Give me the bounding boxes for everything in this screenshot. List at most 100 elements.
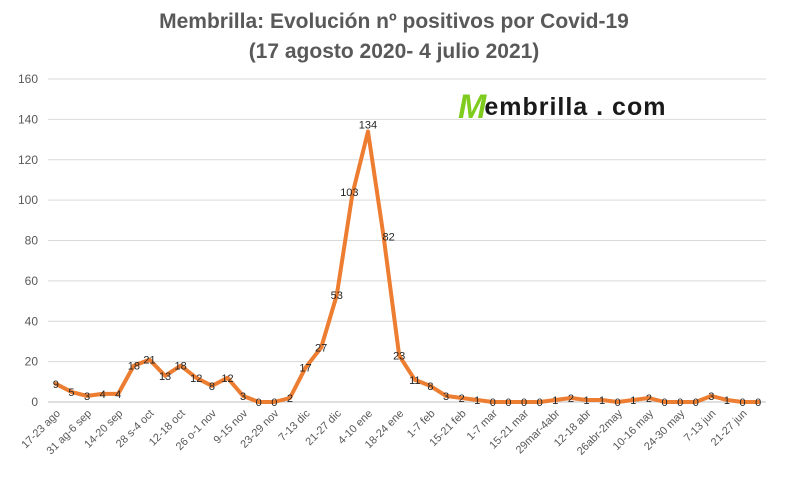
data-point xyxy=(663,400,667,404)
data-label: 0 xyxy=(740,397,746,409)
data-point xyxy=(475,398,479,402)
data-point xyxy=(366,129,370,133)
data-label: 0 xyxy=(256,397,262,409)
chart-title: Membrilla: Evolución nº positivos por Co… xyxy=(159,10,629,33)
data-point xyxy=(132,364,136,368)
data-point xyxy=(241,394,245,398)
data-label: 0 xyxy=(505,397,511,409)
data-label: 12 xyxy=(221,373,233,385)
data-point xyxy=(257,400,261,404)
y-tick-label: 140 xyxy=(18,112,38,126)
data-point xyxy=(600,398,604,402)
data-label: 3 xyxy=(240,391,246,403)
data-point xyxy=(647,396,651,400)
data-point xyxy=(585,398,588,402)
data-label: 27 xyxy=(315,342,327,354)
data-label: 4 xyxy=(115,389,121,401)
data-label: 8 xyxy=(209,381,215,393)
data-point xyxy=(319,345,323,349)
data-label: 0 xyxy=(271,397,277,409)
data-label: 0 xyxy=(755,397,761,409)
data-point xyxy=(756,400,760,404)
data-label: 53 xyxy=(331,290,343,302)
data-point xyxy=(397,354,401,358)
data-label: 1 xyxy=(474,395,480,407)
data-label: 1 xyxy=(724,395,730,407)
data-label: 0 xyxy=(677,397,683,409)
data-point xyxy=(538,400,542,404)
data-point xyxy=(694,400,698,404)
data-label: 5 xyxy=(68,387,74,399)
data-label: 1 xyxy=(599,395,605,407)
data-label: 11 xyxy=(409,375,420,387)
data-label: 2 xyxy=(287,393,293,405)
data-label: 12 xyxy=(190,373,202,385)
data-label: 2 xyxy=(568,393,574,405)
y-tick-label: 120 xyxy=(18,153,38,167)
series-line xyxy=(53,129,761,404)
data-point xyxy=(163,374,167,378)
data-label: 2 xyxy=(459,393,465,405)
data-label: 3 xyxy=(443,391,449,403)
data-point xyxy=(304,366,308,370)
y-tick-label: 60 xyxy=(25,274,39,288)
data-point xyxy=(678,400,682,404)
data-label: 0 xyxy=(693,397,699,409)
data-point xyxy=(288,396,292,400)
data-label: 8 xyxy=(427,381,433,393)
y-tick-label: 80 xyxy=(25,234,39,248)
data-label: 0 xyxy=(490,397,496,409)
data-point xyxy=(382,234,386,238)
data-point xyxy=(616,400,620,404)
data-label: 1 xyxy=(552,395,558,407)
data-point xyxy=(194,376,198,380)
data-label: 134 xyxy=(359,119,377,131)
data-point xyxy=(569,396,573,400)
data-label: 0 xyxy=(615,397,621,409)
y-tick-label: 40 xyxy=(25,314,39,328)
data-label: 4 xyxy=(100,389,106,401)
y-tick-label: 0 xyxy=(31,395,38,409)
data-label: 0 xyxy=(521,397,527,409)
data-point xyxy=(522,400,526,404)
data-label: 18 xyxy=(175,361,187,373)
data-label: 21 xyxy=(143,355,155,367)
data-point xyxy=(226,376,229,380)
data-label: 3 xyxy=(84,391,90,403)
data-label: 103 xyxy=(340,187,358,199)
data-label: 2 xyxy=(646,393,652,405)
y-tick-label: 100 xyxy=(18,193,38,207)
data-point xyxy=(335,293,339,297)
data-label: 13 xyxy=(159,371,171,383)
data-point xyxy=(116,392,120,396)
data-point xyxy=(147,358,151,362)
data-point xyxy=(54,382,58,386)
chart-subtitle: (17 agosto 2020- 4 julio 2021) xyxy=(248,40,540,63)
data-point xyxy=(179,364,183,368)
data-label: 3 xyxy=(708,391,714,403)
data-point xyxy=(272,400,276,404)
data-point xyxy=(741,400,745,404)
data-point xyxy=(101,392,105,396)
data-point xyxy=(413,378,417,382)
data-point xyxy=(491,400,495,404)
data-label: 0 xyxy=(537,397,543,409)
data-label: 1 xyxy=(583,395,589,407)
data-point xyxy=(460,396,464,400)
data-point xyxy=(210,384,214,388)
data-point xyxy=(709,394,713,398)
logo-text: embrilla . com xyxy=(484,92,667,121)
data-point xyxy=(428,384,432,388)
data-label: 82 xyxy=(382,231,394,243)
data-point xyxy=(444,394,448,398)
data-label: 0 xyxy=(661,397,667,409)
data-label: 23 xyxy=(393,351,405,363)
data-point xyxy=(725,398,729,402)
data-point xyxy=(506,400,510,404)
data-point xyxy=(553,398,557,402)
data-label: 1 xyxy=(630,395,636,407)
data-point xyxy=(69,390,73,394)
data-label: 17 xyxy=(299,363,311,375)
